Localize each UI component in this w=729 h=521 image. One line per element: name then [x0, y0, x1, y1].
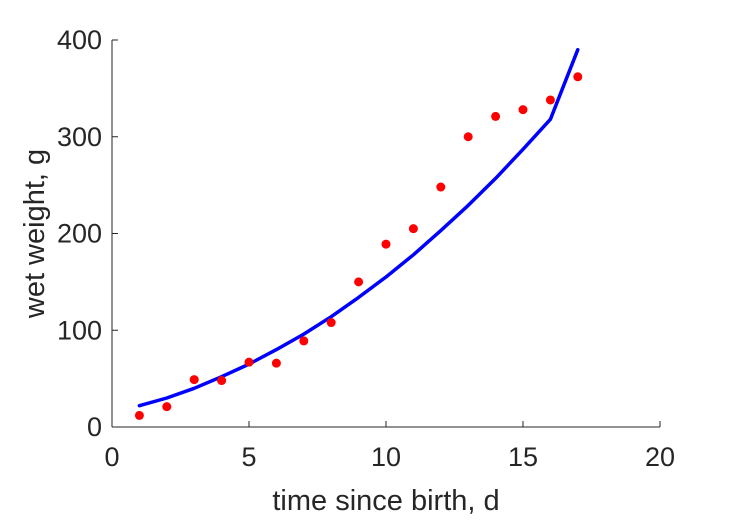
data-point — [545, 95, 555, 105]
y-axis-label: wet weight, g — [19, 149, 51, 319]
x-axis-label: time since birth, d — [272, 485, 499, 517]
data-point — [463, 132, 473, 142]
y-tick-label: 300 — [57, 122, 102, 152]
y-tick-label: 400 — [57, 25, 102, 55]
data-point — [217, 376, 227, 386]
data-point — [326, 318, 336, 328]
data-point — [244, 357, 254, 367]
y-ticks: 0 100 200 300 400 — [57, 25, 118, 442]
x-tick-label: 15 — [508, 442, 538, 472]
series-layer — [134, 47, 583, 420]
data-point — [162, 402, 172, 412]
data-point — [491, 111, 501, 121]
x-tick-label: 20 — [645, 442, 675, 472]
data-point — [381, 239, 391, 249]
data-point — [134, 410, 144, 420]
data-point — [299, 336, 309, 346]
x-tick-label: 0 — [104, 442, 119, 472]
data-point — [189, 375, 199, 385]
y-tick-label: 0 — [87, 412, 102, 442]
data-point — [408, 224, 418, 234]
y-tick-label: 100 — [57, 315, 102, 345]
data-point — [573, 72, 583, 82]
x-tick-label: 10 — [371, 442, 401, 472]
y-tick-label: 200 — [57, 219, 102, 249]
x-ticks: 0 5 10 15 20 — [104, 421, 675, 472]
data-point — [436, 182, 446, 192]
axes — [111, 40, 660, 428]
fit-curve — [137, 47, 580, 408]
data-point — [271, 358, 281, 368]
data-point — [518, 105, 528, 115]
x-tick-label: 5 — [241, 442, 256, 472]
data-point — [354, 277, 364, 287]
